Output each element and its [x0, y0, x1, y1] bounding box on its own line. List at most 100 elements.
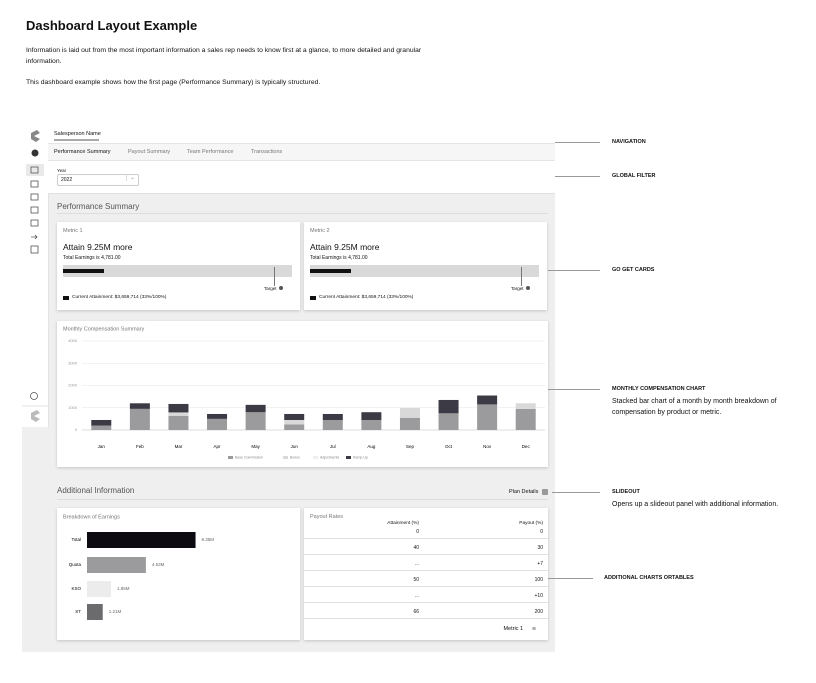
user-name[interactable]: Salesperson Name — [54, 131, 101, 137]
chart-title: Breakdown of Earnings — [63, 514, 120, 520]
bar-segment — [399, 417, 420, 430]
metric-card: Metric 1 Attain 9.25M more Total Earnings … — [57, 222, 300, 310]
tab[interactable]: Payout Summary — [128, 149, 171, 155]
legend-swatch — [313, 456, 318, 459]
x-tick-label: Nov — [483, 444, 492, 449]
bar — [87, 532, 196, 548]
value-label: 8.35M — [202, 537, 215, 542]
icon[interactable] — [30, 180, 39, 188]
target-line — [274, 267, 275, 286]
card-subtext: Total Earnings is 4,781.00 — [63, 255, 121, 261]
y-tick-label: 3000 — [68, 360, 78, 365]
table-title: Payout Rates — [310, 514, 344, 520]
bar-segment — [361, 412, 382, 420]
icon[interactable] — [31, 149, 39, 157]
annotation-description: Opens up a slideout panel with additiona… — [612, 501, 779, 508]
icon[interactable] — [30, 166, 39, 174]
dropdown[interactable]: 2022 ⌄ — [57, 174, 139, 186]
bar-segment — [245, 412, 266, 430]
table-cell: +7 — [537, 561, 543, 567]
logo — [31, 410, 40, 422]
x-tick-label: Apr — [214, 444, 222, 449]
bar-segment — [438, 413, 459, 430]
annotation-label: ADDITIONAL CHARTS ORTABLES — [604, 575, 694, 581]
bar-segment — [168, 415, 189, 430]
bar-segment — [129, 403, 150, 409]
bar-segment — [515, 408, 536, 430]
bar-segment — [438, 399, 459, 414]
value-label: 4.53M — [152, 562, 165, 567]
top-bar: Salesperson Name — [48, 127, 555, 144]
bar-segment — [477, 404, 498, 430]
table-cell: +10 — [534, 593, 543, 599]
x-tick-label: Jun — [291, 444, 299, 449]
x-tick-label: Feb — [136, 444, 144, 449]
annotation-label: MONTHLY COMPENSATION CHART — [612, 386, 706, 392]
bar-segment — [322, 419, 343, 430]
table-cell: ... — [414, 561, 419, 567]
bar-segment — [207, 413, 228, 419]
x-tick-label: Oct — [445, 444, 453, 449]
column-header: Payout (%) — [519, 521, 543, 526]
tab[interactable]: Performance Summary — [54, 149, 111, 155]
table-footer[interactable]: Metric 1 — [503, 626, 523, 632]
icon[interactable] — [31, 234, 38, 240]
divider — [57, 499, 548, 500]
chart-card: Monthly Compensation Summary 0 1000 2000 30… — [57, 321, 548, 467]
legend-swatch — [310, 296, 316, 300]
dropdown-value: 2022 — [61, 177, 73, 183]
icon[interactable] — [30, 245, 39, 254]
icon[interactable] — [30, 193, 39, 201]
card-headline: Attain 9.25M more — [63, 242, 133, 252]
y-tick-label: KSO — [71, 586, 81, 591]
icon[interactable] — [30, 219, 39, 227]
legend-label: Current Attainment: $3,659,714 (33%/100%… — [319, 295, 414, 300]
payout-card: Payout Rates Attainment (%) Payout (%) M… — [304, 508, 548, 640]
x-tick-label: Jan — [98, 444, 106, 449]
legend-label: Adjustments — [320, 456, 340, 460]
row-divider — [304, 602, 548, 603]
row-divider — [304, 586, 548, 587]
monthly-chart: Monthly Compensation Summary 0 1000 2000 30… — [63, 326, 545, 460]
y-tick-label: 2000 — [68, 383, 78, 388]
filter-icon[interactable]: ≡ — [531, 626, 536, 633]
target-label: Target — [264, 286, 277, 291]
chart-title: Monthly Compensation Summary — [63, 326, 145, 332]
y-tick-label: Total — [71, 537, 81, 542]
active-nav[interactable] — [26, 164, 44, 176]
icon[interactable] — [30, 392, 38, 400]
slideout-icon[interactable] — [542, 489, 548, 495]
y-tick-label: 0 — [75, 427, 78, 432]
annotation-line — [555, 176, 600, 177]
progress-track — [310, 265, 539, 277]
bar-segment — [284, 413, 305, 420]
bar-segment — [245, 404, 266, 413]
intro-text: This dashboard example shows how the fir… — [26, 79, 321, 86]
y-tick-label: 4000 — [68, 338, 78, 343]
legend-label: Current Attainment: $3,659,714 (33%/100%… — [72, 295, 167, 300]
row-divider — [304, 554, 548, 555]
tab[interactable]: Team Performance — [187, 149, 234, 155]
value-label: 1.21M — [109, 609, 122, 614]
bar-segment — [168, 403, 189, 413]
underline — [54, 139, 99, 141]
tab[interactable]: Transactions — [251, 149, 283, 155]
target-icon — [279, 286, 283, 290]
intro-text: Information is laid out from the most im… — [26, 47, 422, 65]
slideout-button[interactable]: Plan Details — [509, 489, 539, 495]
progress-track — [63, 265, 292, 277]
annotation-label: NAVIGATION — [612, 139, 646, 145]
bar-segment — [477, 395, 498, 405]
card-headline: Attain 9.25M more — [310, 242, 380, 252]
legend-label: Ramp Up — [353, 456, 368, 460]
annotation-label: GO GET CARDS — [612, 267, 655, 273]
icon[interactable] — [30, 206, 39, 214]
filter-bar: Year 2022 ⌄ — [48, 161, 555, 194]
bar-segment — [168, 412, 189, 416]
legend-label: Bonus — [290, 456, 300, 460]
y-tick-label: Quota — [69, 562, 82, 567]
annotation-description: Stacked bar chart of a month by month br… — [612, 398, 777, 416]
x-tick-label: May — [251, 444, 260, 449]
bar — [87, 581, 112, 597]
